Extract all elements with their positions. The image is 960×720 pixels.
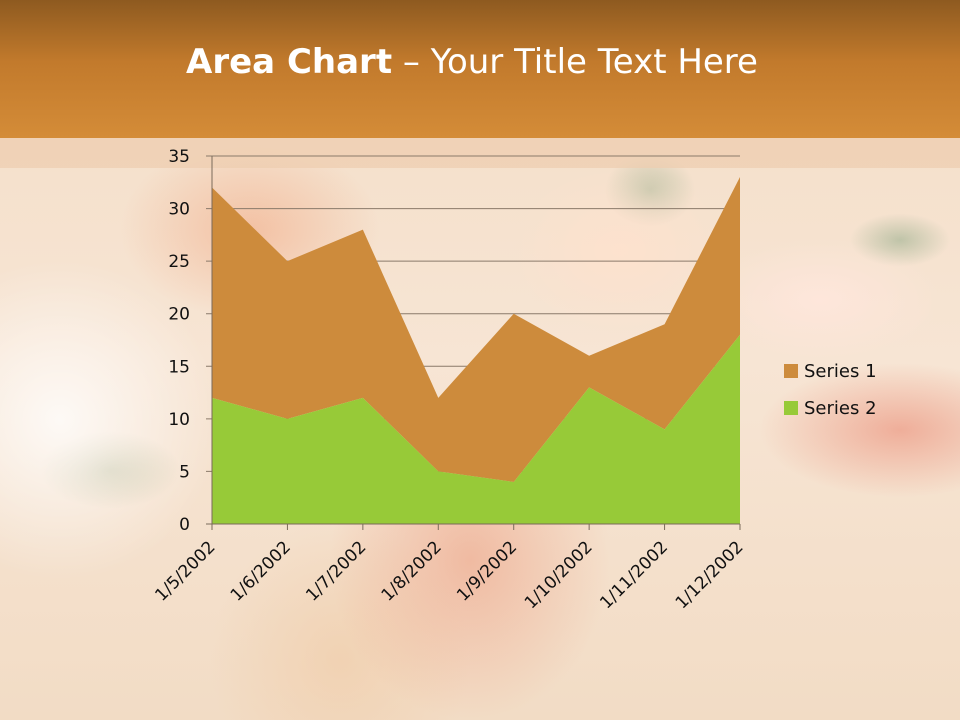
x-tick-label-2: 1/7/2002	[302, 537, 370, 605]
y-tick-label-7: 35	[168, 147, 190, 167]
y-tick-label-6: 30	[168, 200, 190, 220]
series-2-area	[212, 334, 740, 524]
x-tick-label-6: 1/11/2002	[596, 537, 672, 613]
y-tick-label-4: 20	[168, 305, 190, 325]
x-tick-label-5: 1/10/2002	[521, 537, 597, 613]
x-tick-label-3: 1/8/2002	[378, 537, 446, 605]
legend-label-series-1: Series 1	[804, 361, 877, 382]
title-bar-band	[0, 138, 960, 168]
x-tick-label-7: 1/12/2002	[672, 537, 748, 613]
y-tick-label-2: 10	[168, 410, 190, 430]
x-tick-label-0: 1/5/2002	[151, 537, 219, 605]
y-tick-label-3: 15	[168, 357, 190, 377]
legend-swatch-series-1	[784, 364, 798, 378]
axes	[206, 156, 741, 530]
legend-label-series-2: Series 2	[804, 398, 877, 419]
y-tick-label-5: 25	[168, 252, 190, 272]
slide-title-bold: Area Chart	[186, 42, 393, 82]
x-tick-label-4: 1/9/2002	[453, 537, 521, 605]
title-bar	[0, 0, 960, 138]
area-series	[212, 177, 740, 524]
y-tick-label-1: 5	[179, 462, 190, 482]
legend-swatch-series-2	[784, 401, 798, 415]
x-tick-label-1: 1/6/2002	[227, 537, 295, 605]
slide-title: Area Chart – Your Title Text Here	[0, 40, 944, 84]
y-tick-label-0: 0	[179, 515, 190, 535]
series-1-area	[212, 177, 740, 482]
slide-title-rest: – Your Title Text Here	[392, 42, 758, 82]
legend: Series 1 Series 2	[784, 361, 877, 419]
